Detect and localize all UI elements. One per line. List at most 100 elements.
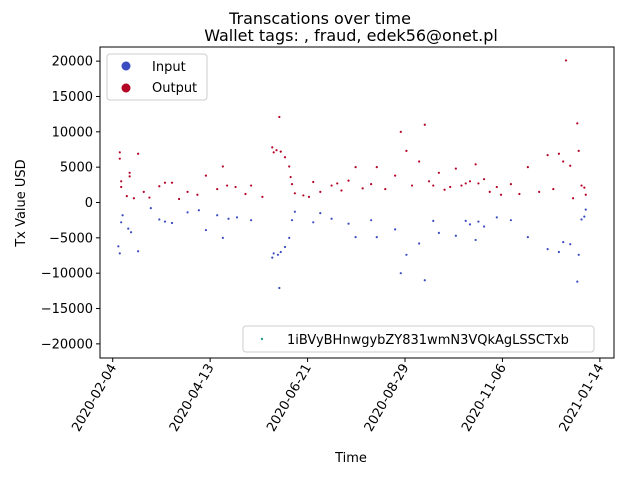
- data-point-input: [271, 256, 274, 259]
- data-point-output: [330, 184, 333, 187]
- data-point-output: [474, 163, 477, 166]
- data-point-output: [427, 180, 431, 183]
- data-point-input: [293, 210, 296, 213]
- data-point-output: [249, 184, 253, 187]
- data-point-input: [279, 250, 282, 254]
- data-point-input: [288, 236, 291, 239]
- data-point-input: [137, 250, 140, 253]
- data-point-output: [170, 181, 174, 184]
- y-tick-label: 5000: [60, 161, 93, 176]
- data-point-output: [405, 149, 408, 152]
- data-point-output: [142, 190, 145, 193]
- y-tick-label: −15000: [41, 302, 93, 317]
- data-point-output: [577, 149, 580, 152]
- data-point-output: [418, 160, 421, 163]
- data-point-output: [204, 174, 208, 177]
- data-point-input: [584, 208, 587, 211]
- data-point-output: [576, 122, 579, 125]
- chart-title: Transcations over time: [228, 9, 411, 28]
- data-point-output: [275, 149, 278, 152]
- data-point-output: [120, 185, 123, 189]
- data-point-input: [432, 219, 435, 222]
- data-point-output: [477, 182, 480, 185]
- data-point-input: [227, 217, 230, 220]
- y-tick-label: 20000: [52, 55, 93, 70]
- data-point-input: [216, 214, 219, 217]
- data-point-output: [158, 185, 161, 188]
- data-point-output: [278, 115, 281, 119]
- data-point-input: [576, 280, 579, 283]
- data-point-output: [186, 190, 189, 193]
- data-point-output: [293, 192, 296, 195]
- chart-subtitle: Wallet tags: , fraud, edek56@onet.pl: [204, 26, 498, 45]
- data-point-input: [562, 240, 565, 244]
- data-point-output: [354, 166, 357, 169]
- data-point-output: [244, 192, 247, 196]
- data-point-input: [163, 220, 167, 223]
- legend-address: 1iBVyBHnwgybZY831wmN3VQkAgLSSCTxb: [242, 325, 595, 353]
- data-point-input: [158, 218, 161, 221]
- data-point-input: [405, 253, 408, 256]
- data-point-input: [546, 248, 549, 251]
- data-point-output: [361, 187, 364, 190]
- data-point-input: [399, 272, 402, 275]
- plot-frame: [99, 46, 615, 359]
- data-point-input: [509, 219, 513, 222]
- data-point-output: [177, 197, 181, 201]
- data-point-output: [423, 123, 426, 126]
- legend-box: [106, 53, 208, 101]
- data-point-output: [370, 183, 373, 186]
- legend-label-output: Output: [152, 81, 197, 96]
- data-point-output: [137, 152, 140, 155]
- data-point-input: [129, 231, 133, 234]
- legend-marker-output: [121, 83, 131, 93]
- data-point-input: [121, 214, 124, 217]
- data-point-input: [454, 234, 457, 237]
- data-point-input: [276, 253, 280, 256]
- data-point-input: [583, 215, 586, 218]
- legend-box-address: [242, 325, 595, 353]
- data-point-input: [418, 242, 421, 245]
- y-tick-label: −20000: [41, 337, 93, 352]
- data-point-output: [132, 197, 135, 200]
- data-point-input: [577, 253, 580, 256]
- data-point-output: [225, 184, 229, 187]
- data-point-input: [170, 221, 174, 225]
- data-point-input: [370, 219, 373, 222]
- data-point-output: [128, 175, 131, 178]
- data-point-input: [186, 211, 189, 214]
- legend-label-address: 1iBVyBHnwgybZY831wmN3VQkAgLSSCTxb: [287, 333, 569, 348]
- y-tick-label: 10000: [52, 125, 93, 140]
- data-point-input: [423, 279, 426, 282]
- data-point-input: [330, 217, 333, 220]
- data-point-input: [557, 250, 561, 254]
- data-point-output: [118, 157, 121, 160]
- data-point-output: [290, 183, 294, 186]
- data-point-input: [468, 223, 472, 226]
- data-point-input: [117, 245, 120, 248]
- data-point-input: [235, 216, 239, 219]
- y-axis-label: Tx Value USD: [14, 159, 29, 247]
- data-point-output: [564, 59, 568, 62]
- data-point-output: [546, 154, 549, 157]
- data-point-input: [437, 231, 440, 234]
- data-point-output: [148, 196, 151, 199]
- data-point-output: [509, 183, 513, 186]
- data-point-input: [283, 245, 287, 249]
- data-point-input: [127, 227, 130, 230]
- data-point-input: [120, 221, 123, 224]
- data-point-input: [278, 286, 281, 290]
- data-point-output: [399, 130, 402, 133]
- data-point-output: [271, 146, 274, 149]
- data-point-input: [221, 236, 224, 239]
- data-point-output: [583, 186, 586, 189]
- y-tick-label: −10000: [41, 267, 93, 282]
- data-point-output: [302, 194, 305, 197]
- data-point-output: [449, 185, 452, 189]
- data-point-output: [432, 184, 435, 187]
- data-point-output: [261, 195, 264, 198]
- data-point-input: [118, 252, 121, 255]
- data-point-input: [197, 209, 200, 212]
- data-point-output: [495, 185, 498, 189]
- data-point-input: [290, 219, 294, 222]
